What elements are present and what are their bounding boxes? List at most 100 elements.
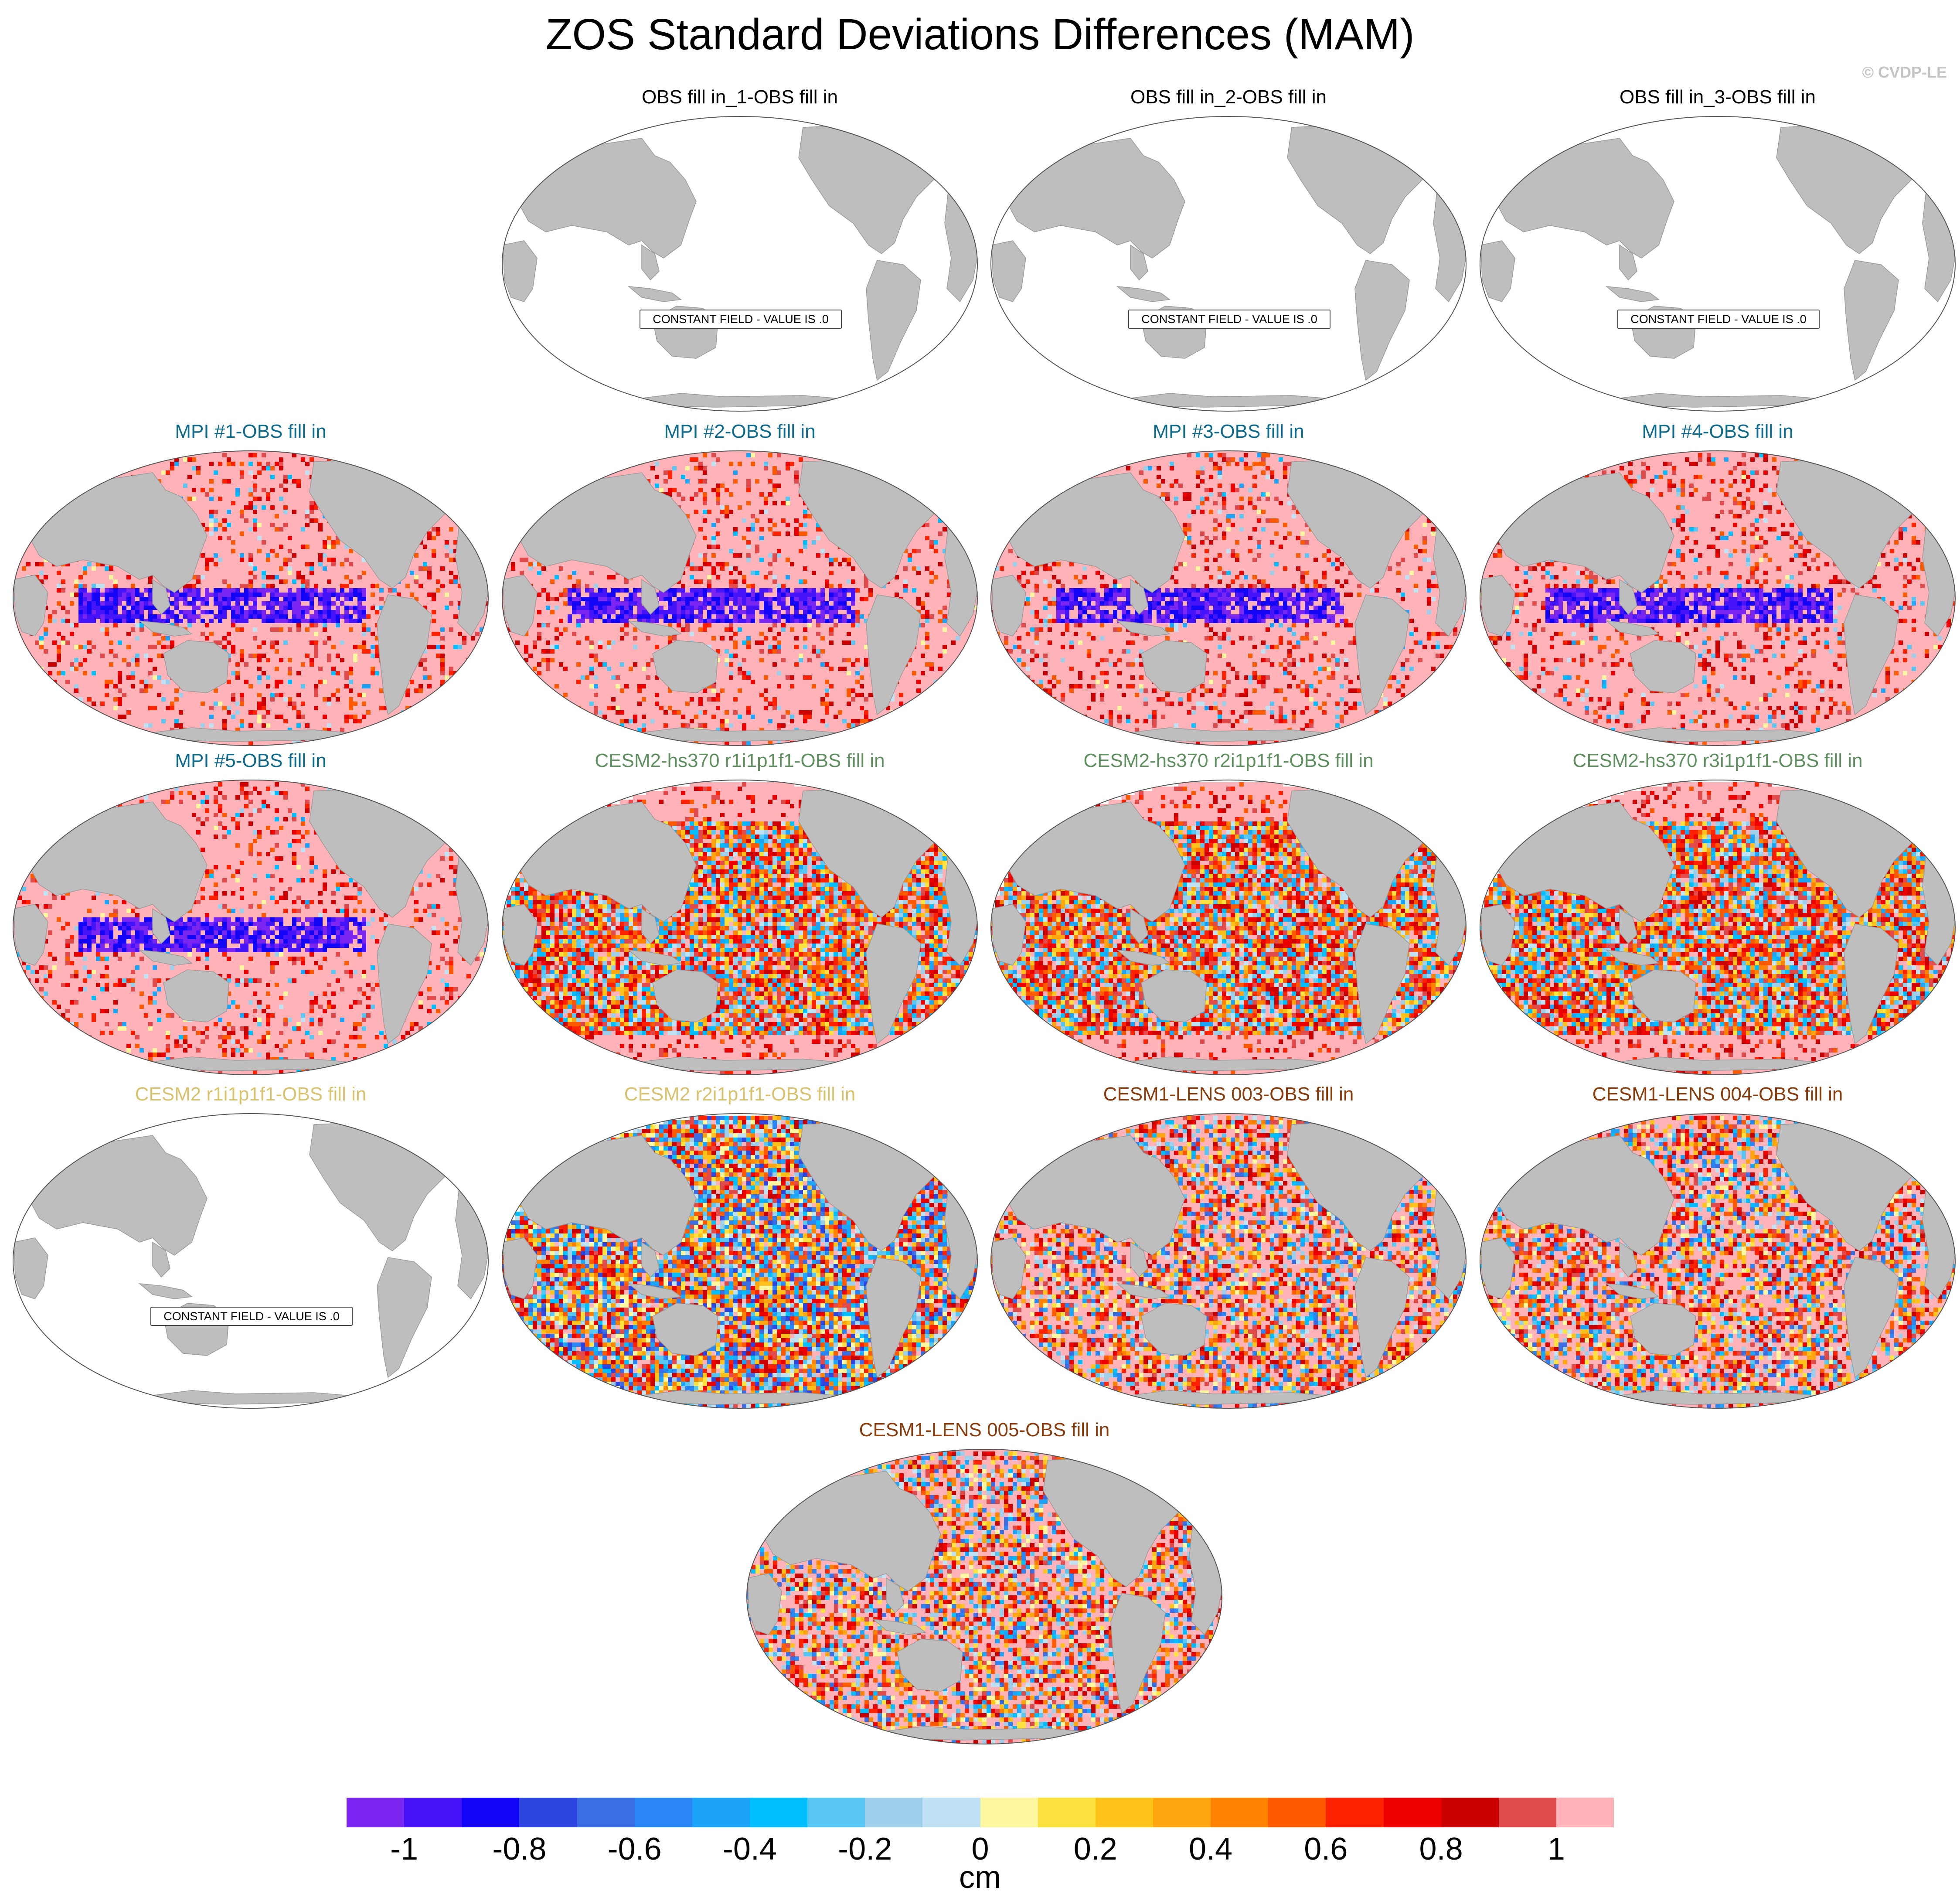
land-mass (377, 923, 432, 1045)
colorbar-segment (807, 1798, 865, 1827)
land-mass (515, 1135, 697, 1256)
ocean-background (1480, 116, 1955, 411)
colorbar-segment (1441, 1798, 1499, 1827)
colorbar-tick-label: -0.2 (817, 1831, 913, 1867)
land-mass (138, 950, 193, 966)
panel-title: OBS fill in_3-OBS fill in (1476, 86, 1960, 108)
land-mass (515, 801, 697, 922)
map-boundary (13, 450, 489, 746)
land-mass (1354, 594, 1410, 715)
robinson-map (502, 780, 978, 1075)
land-mass (435, 1120, 476, 1151)
land-mass (152, 579, 170, 615)
land-mass (1413, 457, 1454, 488)
land-mass (1844, 594, 1899, 715)
map-boundary (1480, 1113, 1956, 1409)
robinson-map (990, 1113, 1467, 1409)
land-mass (1630, 1303, 1696, 1356)
land-mass (1902, 457, 1943, 488)
land-mass (627, 950, 682, 966)
robinson-map (502, 1113, 978, 1409)
land-mass (1605, 620, 1660, 637)
colorbar-segment (692, 1798, 750, 1827)
map-panel: CESM2 r2i1p1f1-OBS fill in (498, 1083, 982, 1410)
colorbar-tick-label: 0.8 (1393, 1831, 1489, 1867)
land-mass (503, 240, 538, 302)
panel-title: OBS fill in_1-OBS fill in (498, 86, 982, 108)
land-mass (1493, 472, 1674, 593)
map-boundary (1480, 450, 1956, 746)
land-mass (866, 923, 921, 1045)
land-mass (991, 575, 1026, 637)
map-boundary (990, 450, 1467, 746)
map-boundary (13, 780, 489, 1075)
colorbar-segment (749, 1798, 808, 1827)
robinson-map (1480, 780, 1956, 1075)
robinson-map (13, 1113, 489, 1409)
land-mass (866, 1257, 921, 1378)
land-mass (1630, 640, 1696, 693)
map-boundary (502, 1113, 978, 1409)
map-panel: MPI #2-OBS fill in (498, 421, 982, 748)
land-mass (627, 620, 682, 637)
land-mass (627, 286, 682, 302)
panel-title: MPI #4-OBS fill in (1476, 421, 1960, 443)
land-mass (872, 1619, 926, 1635)
land-mass (1844, 1257, 1899, 1378)
land-mass (886, 1577, 904, 1614)
colorbar-tick-label: -0.6 (587, 1831, 683, 1867)
colorbar (347, 1798, 1614, 1827)
land-mass (641, 1241, 660, 1278)
land-mass (897, 1639, 963, 1692)
colorbar-segment (1095, 1798, 1153, 1827)
colorbar-segment (404, 1798, 462, 1827)
land-mass (652, 969, 718, 1022)
ocean-background (991, 116, 1466, 411)
land-mass (377, 594, 432, 715)
land-mass (1354, 1257, 1410, 1378)
land-mass (641, 244, 660, 281)
robinson-map (13, 780, 489, 1075)
land-mass (1902, 123, 1943, 154)
land-mass (1004, 1135, 1185, 1256)
panel-title: CESM1-LENS 005-OBS fill in (742, 1419, 1226, 1441)
panel-title: MPI #3-OBS fill in (987, 421, 1470, 443)
land-mass (1141, 1303, 1207, 1356)
panel-title: OBS fill in_2-OBS fill in (987, 86, 1470, 108)
land-mass (747, 1573, 782, 1635)
panel-title: MPI #1-OBS fill in (9, 421, 493, 443)
map-panel: MPI #4-OBS fill in (1476, 421, 1960, 748)
map-panel: CESM1-LENS 004-OBS fill in (1476, 1083, 1960, 1410)
constant-field-label: CONSTANT FIELD - VALUE IS .0 (640, 310, 842, 329)
land-mass (991, 1237, 1026, 1299)
land-mass (1619, 908, 1637, 944)
robinson-map (1480, 450, 1956, 746)
map-boundary (502, 450, 978, 746)
colorbar-segment (519, 1798, 577, 1827)
robinson-map (502, 450, 978, 746)
land-mass (652, 1303, 718, 1356)
land-mass (1619, 1241, 1637, 1278)
land-mass (1493, 138, 1674, 259)
land-mass (14, 1237, 48, 1299)
robinson-map (1480, 1113, 1956, 1409)
land-mass (435, 457, 476, 488)
land-mass (14, 575, 48, 637)
land-mass (163, 969, 229, 1022)
land-mass (377, 1257, 432, 1378)
land-mass (1004, 801, 1185, 922)
robinson-map (746, 1449, 1222, 1744)
map-panel: OBS fill in_1-OBS fill in CONSTANT FIELD … (498, 86, 982, 413)
ocean-background (502, 116, 977, 411)
land-mass (652, 640, 718, 693)
panel-title: CESM2-hs370 r3i1p1f1-OBS fill in (1476, 750, 1960, 772)
map-panel: CESM2-hs370 r2i1p1f1-OBS fill in (987, 750, 1470, 1077)
land-mass (1493, 1135, 1674, 1256)
land-mass (26, 801, 208, 922)
land-mass (1116, 620, 1171, 637)
map-panel: CESM2-hs370 r1i1p1f1-OBS fill in (498, 750, 982, 1077)
colorbar-units: cm (0, 1860, 1960, 1895)
colorbar-segment (1038, 1798, 1096, 1827)
land-mass (1605, 1283, 1660, 1299)
map-panel: CESM1-LENS 003-OBS fill in (987, 1083, 1470, 1410)
